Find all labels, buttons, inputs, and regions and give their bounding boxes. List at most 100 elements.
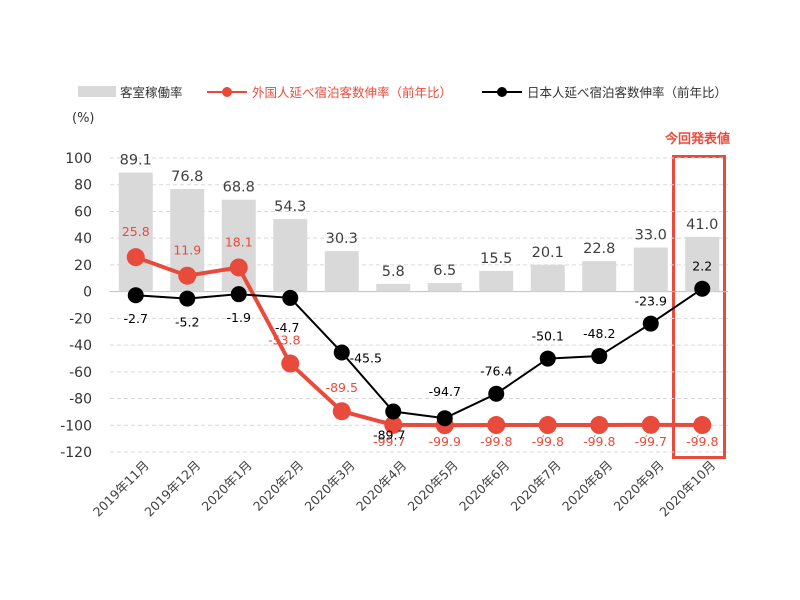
x-tick-label: 2020年8月 bbox=[559, 458, 615, 514]
x-tick-label: 2020年1月 bbox=[198, 458, 254, 514]
japanese-value-label: -45.5 bbox=[350, 350, 382, 365]
bar-value-label: 89.1 bbox=[120, 153, 152, 169]
y-tick-label: -100 bbox=[60, 418, 92, 434]
japanese-value-label: -5.2 bbox=[175, 315, 199, 330]
foreign-value-label: 11.9 bbox=[173, 243, 201, 258]
x-tick-label: 2020年5月 bbox=[404, 458, 460, 514]
bar-value-label: 5.8 bbox=[382, 264, 405, 280]
japanese-line bbox=[135, 287, 703, 420]
foreign-value-label: 25.8 bbox=[122, 224, 150, 239]
japanese-point bbox=[539, 350, 556, 367]
japanese-point bbox=[333, 344, 350, 361]
bar-value-label: 15.5 bbox=[480, 251, 512, 267]
legend-swatch-japanese bbox=[482, 86, 522, 98]
chart-legend: 客室稼働率 外国人延べ宿泊客数伸率（前年比） 日本人延べ宿泊客数伸率（前年比） bbox=[0, 82, 800, 102]
japanese-point bbox=[591, 348, 608, 365]
foreign-value-label: -99.8 bbox=[532, 434, 564, 449]
japanese-point bbox=[179, 290, 196, 307]
foreign-point bbox=[590, 416, 609, 435]
foreign-point bbox=[126, 248, 145, 267]
highlight-label: 今回発表値 bbox=[665, 132, 731, 147]
legend-label-occupancy: 客室稼働率 bbox=[120, 85, 183, 100]
legend-swatch-foreign bbox=[207, 86, 247, 98]
bar bbox=[582, 261, 617, 292]
foreign-point bbox=[229, 258, 248, 277]
japanese-value-label: -50.1 bbox=[532, 329, 564, 344]
y-tick-label: -80 bbox=[69, 392, 92, 408]
bar bbox=[633, 247, 668, 292]
bar-value-label: 41.0 bbox=[686, 217, 718, 233]
legend-label-foreign: 外国人延べ宿泊客数伸率（前年比） bbox=[252, 85, 453, 100]
foreign-value-label: -99.9 bbox=[429, 434, 461, 449]
foreign-point bbox=[384, 415, 403, 434]
x-tick-label: 2019年12月 bbox=[141, 458, 203, 520]
foreign-point bbox=[641, 415, 660, 434]
foreign-value-label: 18.1 bbox=[225, 234, 253, 249]
japanese-point bbox=[694, 280, 711, 297]
foreign-value-label: -99.8 bbox=[480, 434, 512, 449]
japanese-point bbox=[488, 385, 505, 402]
legend-swatch-occupancy bbox=[78, 86, 116, 97]
japanese-value-label: -76.4 bbox=[480, 364, 512, 379]
x-tick-label: 2020年6月 bbox=[456, 458, 512, 514]
x-tick-label: 2020年3月 bbox=[301, 458, 357, 514]
y-axis-unit: (%) bbox=[72, 111, 95, 126]
y-tick-label: -60 bbox=[69, 365, 92, 381]
bar-value-label: 30.3 bbox=[326, 231, 358, 247]
japanese-value-label: -89.7 bbox=[373, 428, 405, 443]
y-tick-label: 40 bbox=[74, 231, 92, 247]
foreign-point bbox=[178, 266, 197, 285]
foreign-value-label: -99.7 bbox=[373, 434, 405, 449]
bar bbox=[324, 251, 359, 292]
y-tick-label: 20 bbox=[74, 258, 92, 274]
japanese-point bbox=[282, 289, 299, 306]
bar-value-label: 68.8 bbox=[223, 180, 255, 196]
foreign-value-label: -99.7 bbox=[635, 434, 667, 449]
bar-value-label: 33.0 bbox=[635, 228, 667, 244]
bar bbox=[376, 283, 411, 292]
japanese-value-label: -4.7 bbox=[275, 320, 299, 335]
legend-label-japanese: 日本人延べ宿泊客数伸率（前年比） bbox=[527, 85, 728, 100]
japanese-value-label: -48.2 bbox=[583, 326, 615, 341]
bar bbox=[479, 270, 514, 292]
japanese-value-label: -94.7 bbox=[429, 384, 461, 399]
foreign-value-label: -99.8 bbox=[583, 434, 615, 449]
y-tick-label: 100 bbox=[65, 151, 92, 167]
foreign-point bbox=[281, 354, 300, 373]
foreign-value-label: -89.5 bbox=[326, 380, 358, 395]
foreign-point bbox=[538, 416, 557, 435]
japanese-value-label: -23.9 bbox=[635, 294, 667, 309]
bar-value-label: 6.5 bbox=[433, 263, 456, 279]
japanese-value-label: 2.2 bbox=[692, 259, 712, 274]
japanese-point bbox=[230, 286, 247, 303]
bar-value-label: 54.3 bbox=[274, 199, 306, 215]
x-tick-label: 2020年10月 bbox=[656, 458, 718, 520]
y-tick-label: -40 bbox=[69, 338, 92, 354]
x-tick-label: 2020年4月 bbox=[353, 458, 409, 514]
legend-item-foreign: 外国人延べ宿泊客数伸率（前年比） bbox=[207, 82, 452, 101]
bar-value-label: 76.8 bbox=[171, 169, 203, 185]
foreign-point bbox=[332, 402, 351, 421]
foreign-value-label: -53.8 bbox=[268, 333, 300, 348]
y-tick-label: -20 bbox=[69, 311, 92, 327]
bar-value-label: 22.8 bbox=[583, 241, 615, 257]
x-tick-label: 2020年7月 bbox=[507, 458, 563, 514]
japanese-point bbox=[642, 315, 659, 332]
bar-value-label: 20.1 bbox=[532, 245, 564, 261]
x-tick-label: 2020年2月 bbox=[250, 458, 306, 514]
foreign-point bbox=[693, 416, 712, 435]
japanese-point bbox=[385, 403, 402, 420]
japanese-value-label: -1.9 bbox=[227, 310, 251, 325]
foreign-value-label: -99.8 bbox=[686, 434, 718, 449]
y-tick-label: 80 bbox=[74, 178, 92, 194]
y-tick-label: 0 bbox=[83, 285, 92, 301]
japanese-value-label: -2.7 bbox=[124, 311, 148, 326]
legend-item-japanese: 日本人延べ宿泊客数伸率（前年比） bbox=[482, 82, 727, 101]
legend-item-occupancy: 客室稼働率 bbox=[78, 82, 183, 101]
x-tick-label: 2020年9月 bbox=[610, 458, 666, 514]
foreign-point bbox=[487, 416, 506, 435]
y-tick-label: 60 bbox=[74, 204, 92, 220]
japanese-point bbox=[127, 287, 144, 304]
bar bbox=[427, 282, 462, 292]
